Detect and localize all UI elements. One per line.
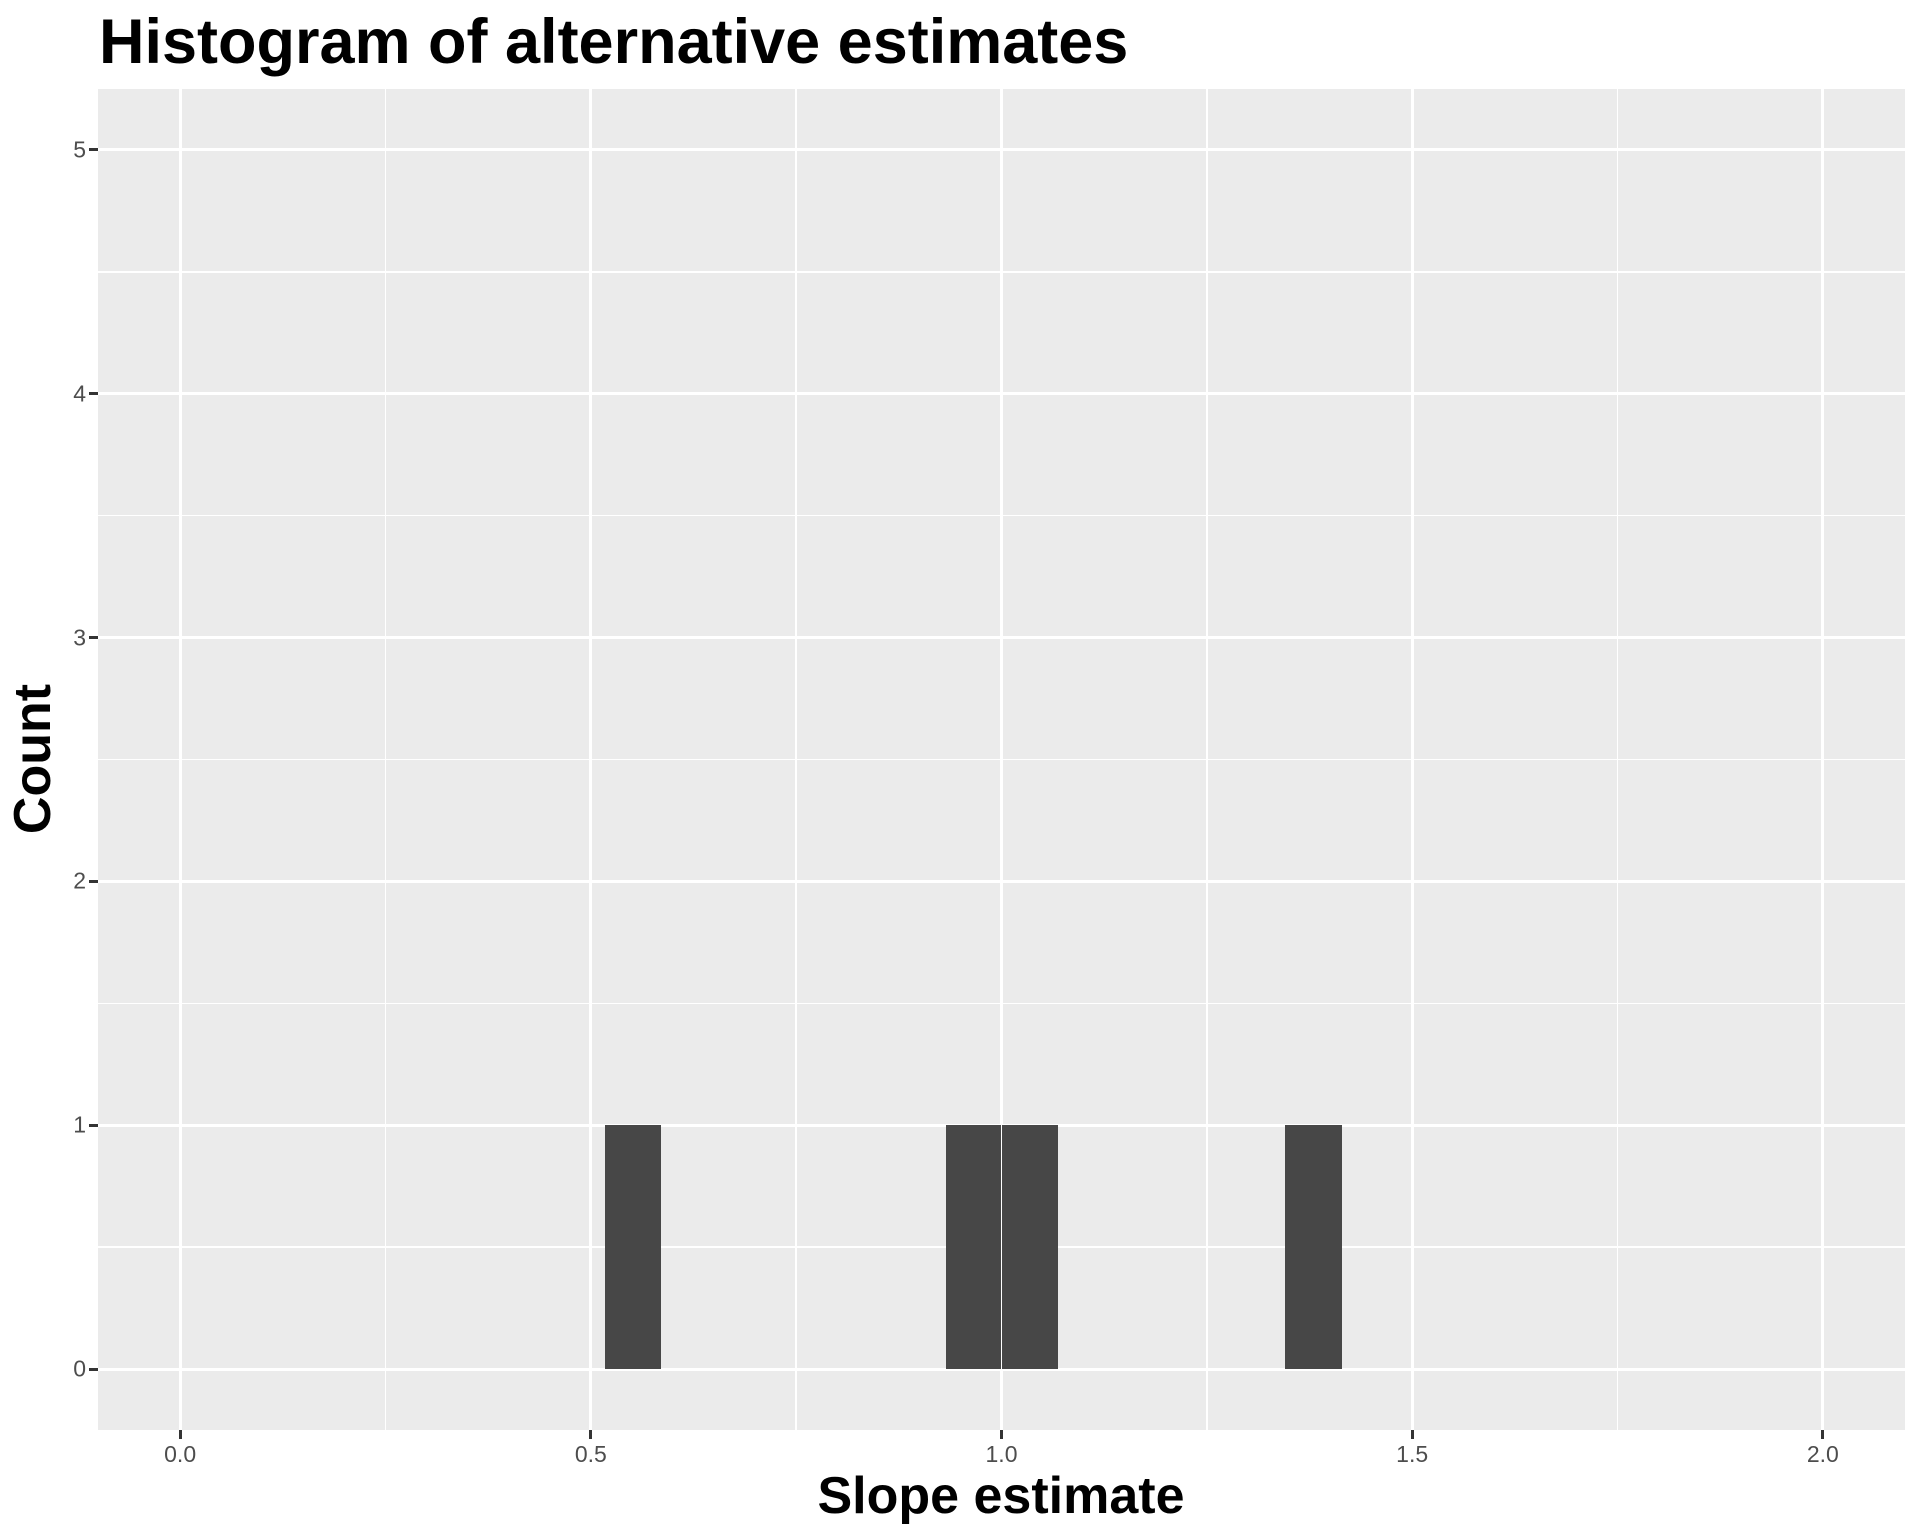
histogram-bar [1284,1125,1342,1370]
x-tick-label: 0.0 [164,1441,197,1467]
x-tick-label: 1.5 [1396,1441,1429,1467]
gridline-major-vertical [1000,89,1003,1430]
gridline-major-vertical [1410,89,1414,1430]
histogram-bar [604,1125,662,1370]
y-tick-mark [89,148,98,152]
gridline-major-horizontal [98,1367,1905,1371]
x-tick-label: 1.0 [985,1441,1018,1467]
y-tick-label: 5 [73,136,86,163]
gridline-major-vertical [1821,89,1825,1430]
y-tick-mark [89,879,98,883]
plot-panel [98,89,1905,1430]
gridline-major-horizontal [98,148,1905,152]
chart-title: Histogram of alternative estimates [99,7,1129,77]
y-tick-mark [89,1123,98,1127]
x-tick-mark [178,1430,182,1439]
x-tick-label: 0.5 [574,1441,607,1467]
x-tick-mark [1821,1430,1825,1439]
histogram-bar [1001,1125,1059,1370]
y-tick-label: 3 [73,624,86,651]
y-tick-mark [89,1367,98,1371]
x-tick-mark [1000,1430,1003,1439]
gridline-major-vertical [589,89,593,1430]
histogram-bar [945,1125,1002,1370]
x-axis-title: Slope estimate [817,1467,1185,1525]
y-tick-label: 1 [73,1111,86,1138]
gridline-major-horizontal [98,636,1905,640]
y-axis-title: Count [4,683,62,835]
y-tick-label: 2 [73,867,86,894]
y-tick-label: 0 [73,1355,86,1382]
x-tick-mark [1410,1430,1414,1439]
x-tick-mark [589,1430,593,1439]
gridline-major-horizontal [98,879,1905,883]
y-tick-mark [89,392,98,396]
x-tick-label: 2.0 [1806,1441,1839,1467]
y-tick-mark [89,636,98,640]
gridline-major-vertical [178,89,182,1430]
gridline-major-horizontal [98,392,1905,396]
y-tick-label: 4 [73,380,86,407]
